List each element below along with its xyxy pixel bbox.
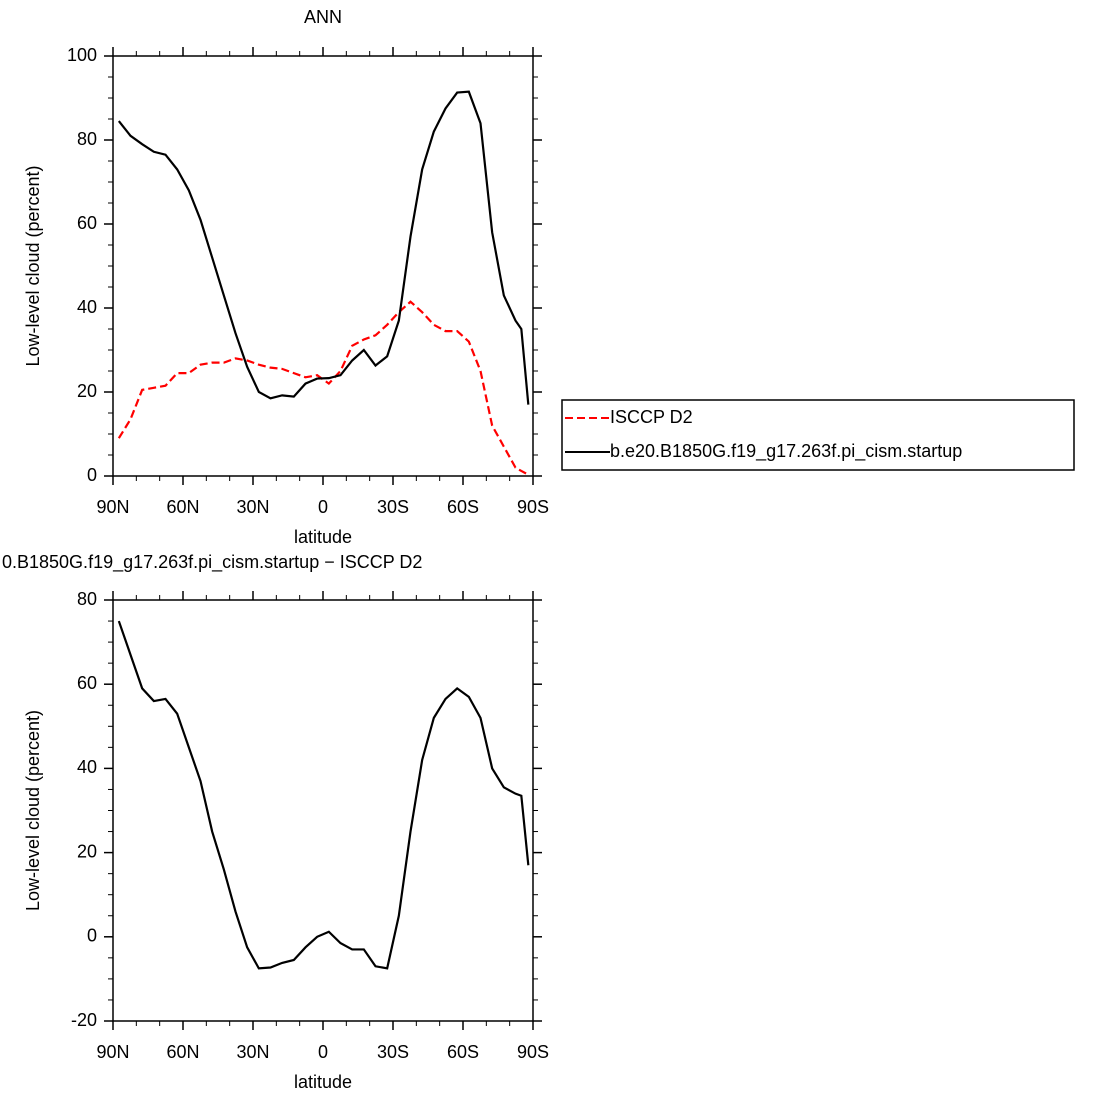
y-tick-label: 60	[77, 213, 97, 233]
x-tick-label: 60N	[166, 1042, 199, 1062]
y-tick-label: 0	[87, 465, 97, 485]
legend-box	[561, 399, 1075, 471]
series-line	[117, 620, 530, 970]
x-tick-label: 90N	[96, 497, 129, 517]
chart-title: ANN	[304, 7, 342, 27]
series-line	[117, 300, 529, 476]
y-tick-label: -20	[71, 1010, 97, 1030]
x-tick-label: 30N	[236, 1042, 269, 1062]
y-tick-label: 40	[77, 297, 97, 317]
y-tick-label: 0	[87, 926, 97, 946]
plot-frame	[112, 599, 534, 1022]
x-tick-label: 0	[318, 1042, 328, 1062]
y-tick-label: 100	[67, 45, 97, 65]
x-tick-label: 90S	[517, 1042, 549, 1062]
x-tick-label: 60S	[447, 1042, 479, 1062]
x-tick-label: 60N	[166, 497, 199, 517]
y-tick-label: 60	[77, 673, 97, 693]
y-axis-label: Low-level cloud (percent)	[23, 165, 43, 366]
y-tick-label: 80	[77, 589, 97, 609]
x-axis-label: latitude	[294, 527, 352, 547]
x-axis-label: latitude	[294, 1072, 352, 1092]
x-tick-label: 90S	[517, 497, 549, 517]
y-tick-label: 20	[77, 381, 97, 401]
x-tick-label: 60S	[447, 497, 479, 517]
legend-label: ISCCP D2	[610, 407, 693, 427]
y-tick-label: 20	[77, 841, 97, 861]
y-tick-label: 40	[77, 757, 97, 777]
x-tick-label: 30S	[377, 1042, 409, 1062]
chart-title: 0.B1850G.f19_g17.263f.pi_cism.startup − …	[2, 552, 422, 573]
x-tick-label: 90N	[96, 1042, 129, 1062]
x-tick-label: 30S	[377, 497, 409, 517]
y-tick-label: 80	[77, 129, 97, 149]
y-axis-label: Low-level cloud (percent)	[23, 710, 43, 911]
plot-frame	[112, 55, 534, 477]
legend-label: b.e20.B1850G.f19_g17.263f.pi_cism.startu…	[610, 441, 962, 462]
series-line	[117, 90, 530, 405]
x-tick-label: 30N	[236, 497, 269, 517]
x-tick-label: 0	[318, 497, 328, 517]
